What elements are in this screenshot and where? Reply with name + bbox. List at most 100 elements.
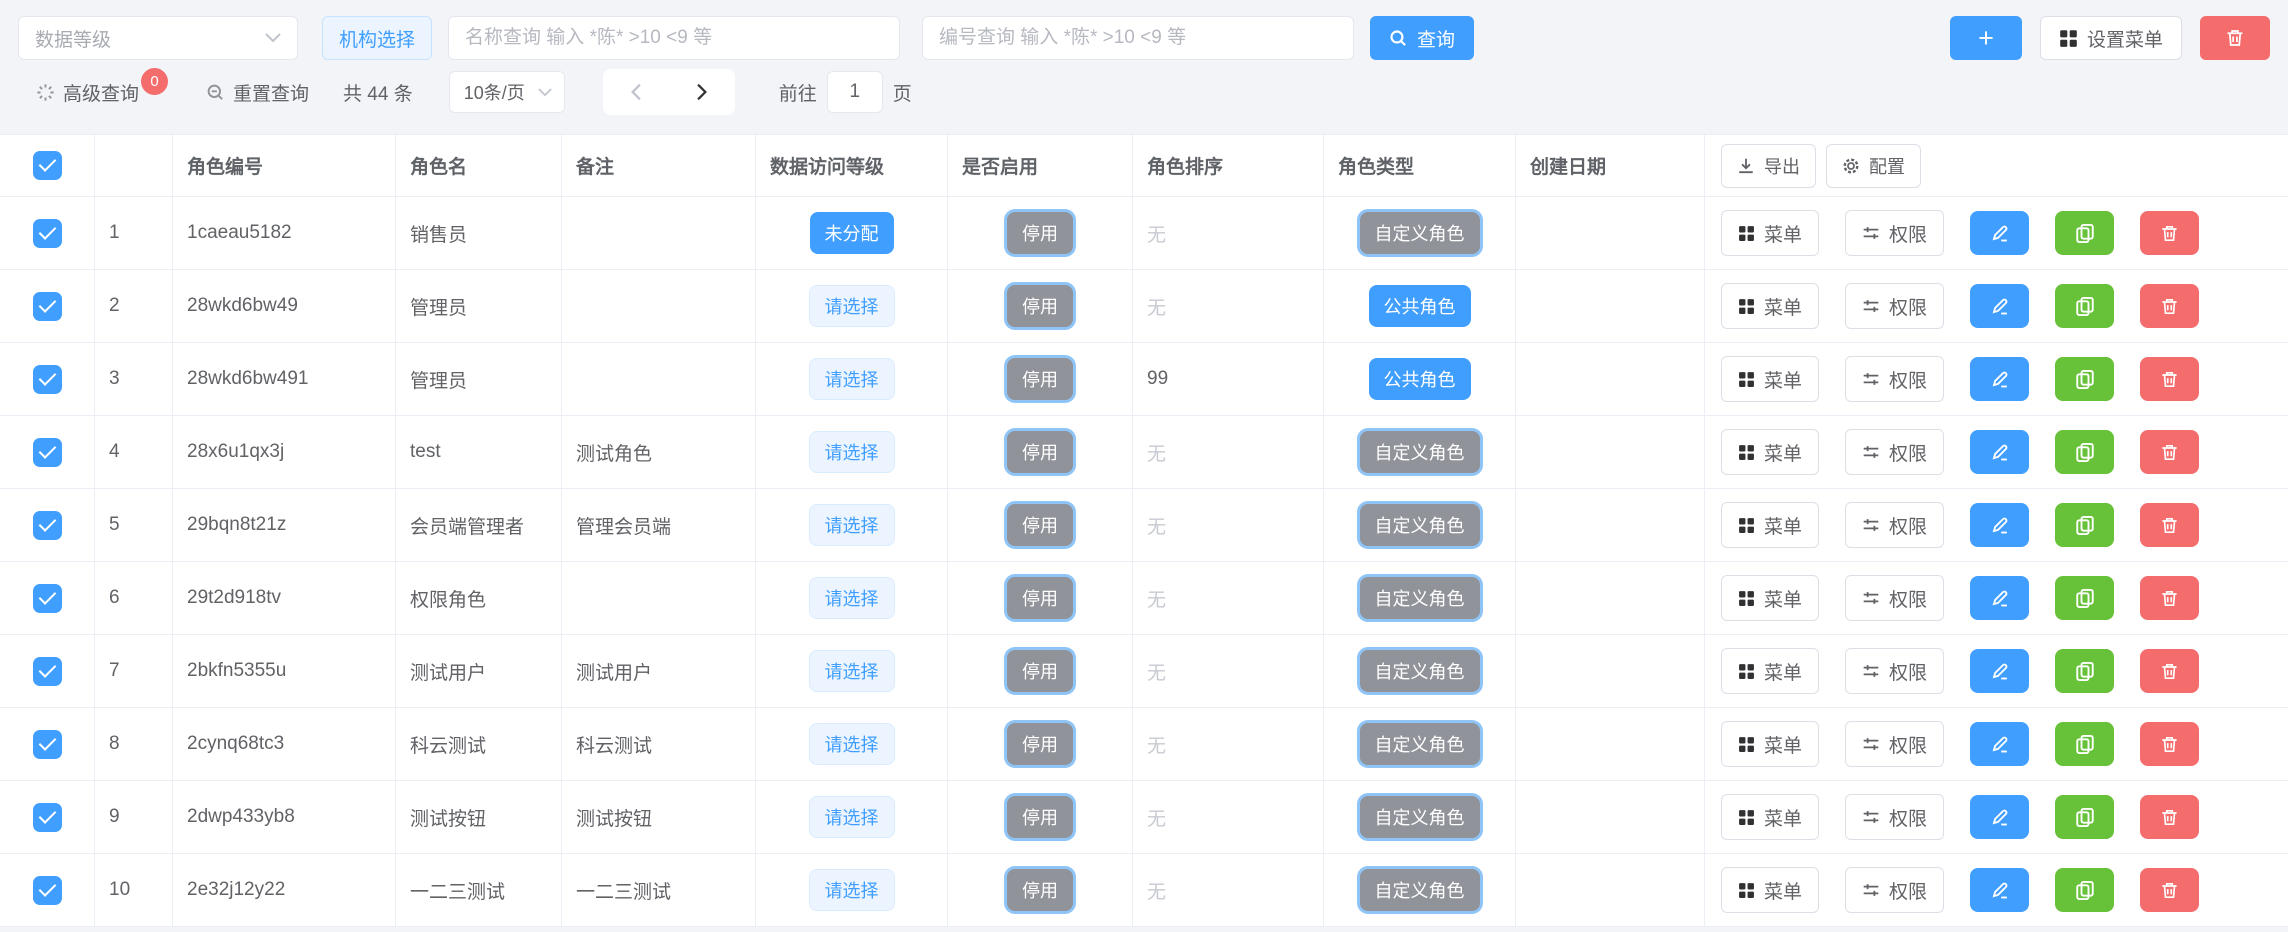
code-search-input[interactable] <box>922 16 1355 60</box>
row-index: 8 <box>95 708 173 780</box>
row-menu-button[interactable]: 菜单 <box>1721 721 1820 767</box>
row-menu-button[interactable]: 菜单 <box>1721 283 1820 329</box>
row-checkbox[interactable] <box>32 656 62 686</box>
row-delete-button[interactable] <box>2140 503 2200 547</box>
row-copy-button[interactable] <box>2055 795 2115 839</box>
row-delete-button[interactable] <box>2140 868 2200 912</box>
row-permission-button[interactable]: 权限 <box>1845 794 1945 840</box>
row-edit-button[interactable] <box>1970 722 2030 766</box>
row-permission-button[interactable]: 权限 <box>1845 575 1945 621</box>
row-permission-button[interactable]: 权限 <box>1845 210 1945 256</box>
row-checkbox[interactable] <box>32 437 62 467</box>
data-access-level-button[interactable]: 请选择 <box>808 504 895 546</box>
row-delete-button[interactable] <box>2140 357 2200 401</box>
prev-page-button[interactable] <box>629 83 643 101</box>
role-code-cell: 2bkfn5355u <box>173 635 396 707</box>
row-copy-button[interactable] <box>2055 576 2115 620</box>
enabled-status-button[interactable]: 停用 <box>1007 285 1073 327</box>
row-delete-button[interactable] <box>2140 795 2200 839</box>
row-edit-button[interactable] <box>1970 649 2030 693</box>
row-edit-button[interactable] <box>1970 284 2030 328</box>
menu-setup-button[interactable]: 设置菜单 <box>2039 16 2182 60</box>
row-copy-button[interactable] <box>2055 503 2115 547</box>
row-menu-button[interactable]: 菜单 <box>1721 575 1820 621</box>
row-menu-button[interactable]: 菜单 <box>1721 867 1820 913</box>
row-edit-button[interactable] <box>1970 576 2030 620</box>
row-delete-button[interactable] <box>2140 649 2200 693</box>
data-access-level-button[interactable]: 请选择 <box>808 869 895 911</box>
row-menu-button[interactable]: 菜单 <box>1721 429 1820 475</box>
row-copy-button[interactable] <box>2055 649 2115 693</box>
data-access-level-button[interactable]: 请选择 <box>808 796 895 838</box>
advanced-query-button[interactable]: 高级查询 <box>36 79 139 106</box>
row-delete-button[interactable] <box>2140 576 2200 620</box>
row-permission-button[interactable]: 权限 <box>1845 648 1945 694</box>
row-permission-button[interactable]: 权限 <box>1845 356 1945 402</box>
row-copy-button[interactable] <box>2055 357 2115 401</box>
row-delete-button[interactable] <box>2140 211 2200 255</box>
row-checkbox[interactable] <box>32 510 62 540</box>
row-delete-button[interactable] <box>2140 722 2200 766</box>
data-access-level-button[interactable]: 请选择 <box>808 577 895 619</box>
row-copy-button[interactable] <box>2055 211 2115 255</box>
row-permission-button[interactable]: 权限 <box>1845 429 1945 475</box>
row-checkbox[interactable] <box>32 729 62 759</box>
row-menu-button[interactable]: 菜单 <box>1721 210 1820 256</box>
reset-query-button[interactable]: 重置查询 <box>206 79 309 106</box>
row-edit-button[interactable] <box>1970 868 2030 912</box>
row-menu-button[interactable]: 菜单 <box>1721 794 1820 840</box>
page-size-select[interactable]: 10条/页 <box>448 71 565 113</box>
row-edit-button[interactable] <box>1970 211 2030 255</box>
enabled-status-button[interactable]: 停用 <box>1007 577 1073 619</box>
row-permission-button[interactable]: 权限 <box>1845 867 1945 913</box>
enabled-status-button[interactable]: 停用 <box>1007 650 1073 692</box>
row-checkbox[interactable] <box>32 218 62 248</box>
row-edit-button[interactable] <box>1970 430 2030 474</box>
row-edit-button[interactable] <box>1970 503 2030 547</box>
enabled-status-button[interactable]: 停用 <box>1007 358 1073 400</box>
row-copy-button[interactable] <box>2055 722 2115 766</box>
data-access-level-button[interactable]: 请选择 <box>808 723 895 765</box>
export-button[interactable]: 导出 <box>1721 143 1816 188</box>
row-menu-button[interactable]: 菜单 <box>1721 648 1820 694</box>
org-select-button[interactable]: 机构选择 <box>322 16 433 60</box>
name-search-input[interactable] <box>448 16 901 60</box>
row-checkbox[interactable] <box>32 802 62 832</box>
enabled-status-button[interactable]: 停用 <box>1007 212 1073 254</box>
data-access-level-button[interactable]: 请选择 <box>808 285 895 327</box>
row-permission-button[interactable]: 权限 <box>1845 283 1945 329</box>
row-delete-button[interactable] <box>2140 284 2200 328</box>
row-edit-button[interactable] <box>1970 357 2030 401</box>
row-copy-button[interactable] <box>2055 868 2115 912</box>
next-page-button[interactable] <box>695 83 709 101</box>
select-all-checkbox[interactable] <box>32 151 62 180</box>
row-menu-button[interactable]: 菜单 <box>1721 502 1820 548</box>
enabled-status-button[interactable]: 停用 <box>1007 869 1073 911</box>
enabled-status-button[interactable]: 停用 <box>1007 796 1073 838</box>
row-checkbox[interactable] <box>32 291 62 321</box>
data-access-level-button[interactable]: 请选择 <box>808 650 895 692</box>
config-button[interactable]: 配置 <box>1826 143 1921 188</box>
data-access-level-button[interactable]: 请选择 <box>808 431 895 473</box>
row-permission-button[interactable]: 权限 <box>1845 502 1945 548</box>
data-access-level-button[interactable]: 请选择 <box>808 358 895 400</box>
row-copy-button[interactable] <box>2055 284 2115 328</box>
data-access-level-button[interactable]: 未分配 <box>809 212 894 254</box>
batch-delete-button[interactable] <box>2200 16 2270 60</box>
row-checkbox[interactable] <box>32 875 62 905</box>
enabled-status-button[interactable]: 停用 <box>1007 431 1073 473</box>
add-button[interactable]: + <box>1949 16 2022 60</box>
row-checkbox[interactable] <box>32 583 62 613</box>
row-permission-button[interactable]: 权限 <box>1845 721 1945 767</box>
enabled-status-button[interactable]: 停用 <box>1007 723 1073 765</box>
row-copy-button[interactable] <box>2055 430 2115 474</box>
row-delete-button[interactable] <box>2140 430 2200 474</box>
goto-page-input[interactable] <box>826 71 883 113</box>
enabled-status-button[interactable]: 停用 <box>1007 504 1073 546</box>
data-level-select[interactable]: 数据等级 <box>18 16 298 60</box>
row-checkbox[interactable] <box>32 364 62 394</box>
query-button[interactable]: 查询 <box>1370 16 1475 60</box>
row-menu-button[interactable]: 菜单 <box>1721 356 1820 402</box>
row-menu-label: 菜单 <box>1764 516 1803 538</box>
row-edit-button[interactable] <box>1970 795 2030 839</box>
